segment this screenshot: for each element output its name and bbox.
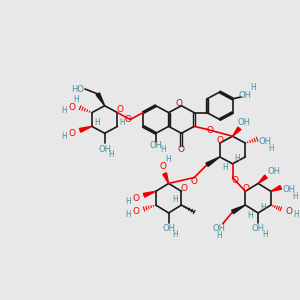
Text: H: H: [165, 155, 170, 164]
Text: O: O: [159, 162, 166, 171]
Text: H: H: [125, 210, 131, 219]
Text: H: H: [172, 230, 178, 239]
Text: O: O: [216, 136, 223, 145]
Text: OH: OH: [238, 118, 251, 127]
Text: OH: OH: [162, 224, 175, 233]
Text: OH: OH: [259, 136, 272, 146]
Text: H: H: [294, 210, 299, 219]
Polygon shape: [271, 186, 281, 191]
Polygon shape: [143, 191, 156, 197]
Text: O: O: [125, 115, 132, 124]
Text: O: O: [133, 208, 140, 217]
Text: H: H: [73, 95, 79, 104]
Text: H: H: [268, 143, 274, 152]
Text: H: H: [94, 118, 100, 127]
Text: H: H: [125, 197, 131, 206]
Text: H: H: [292, 192, 298, 201]
Text: O: O: [178, 146, 185, 154]
Text: OH: OH: [212, 224, 225, 233]
Text: O: O: [133, 194, 140, 203]
Text: O: O: [206, 126, 213, 135]
Text: O: O: [243, 184, 250, 193]
Text: H: H: [250, 82, 256, 91]
Text: H: H: [61, 132, 67, 141]
Text: H: H: [260, 202, 266, 211]
Text: H: H: [216, 231, 222, 240]
Text: H: H: [248, 212, 253, 220]
Text: H: H: [119, 118, 125, 127]
Text: H: H: [262, 230, 268, 239]
Polygon shape: [163, 173, 169, 183]
Text: H: H: [109, 150, 114, 159]
Polygon shape: [206, 157, 220, 166]
Text: O: O: [232, 176, 239, 185]
Text: O: O: [176, 99, 183, 108]
Text: O: O: [181, 184, 188, 193]
Text: H: H: [61, 106, 67, 115]
Polygon shape: [232, 127, 241, 136]
Polygon shape: [232, 205, 245, 214]
Text: O: O: [69, 129, 76, 138]
Polygon shape: [258, 175, 267, 183]
Polygon shape: [96, 93, 105, 106]
Text: HO: HO: [70, 85, 84, 94]
Text: OH: OH: [149, 141, 162, 150]
Text: H: H: [172, 195, 178, 204]
Text: OH: OH: [98, 145, 111, 154]
Text: O: O: [117, 105, 124, 114]
Text: OH: OH: [252, 224, 265, 233]
Polygon shape: [80, 126, 92, 132]
Text: O: O: [191, 177, 198, 186]
Text: H: H: [160, 146, 166, 154]
Text: OH: OH: [267, 167, 280, 176]
Text: O: O: [69, 103, 76, 112]
Text: O: O: [285, 208, 292, 217]
Text: H: H: [235, 154, 240, 164]
Text: OH: OH: [282, 185, 295, 194]
Text: OH: OH: [239, 92, 252, 100]
Text: H: H: [222, 163, 228, 172]
